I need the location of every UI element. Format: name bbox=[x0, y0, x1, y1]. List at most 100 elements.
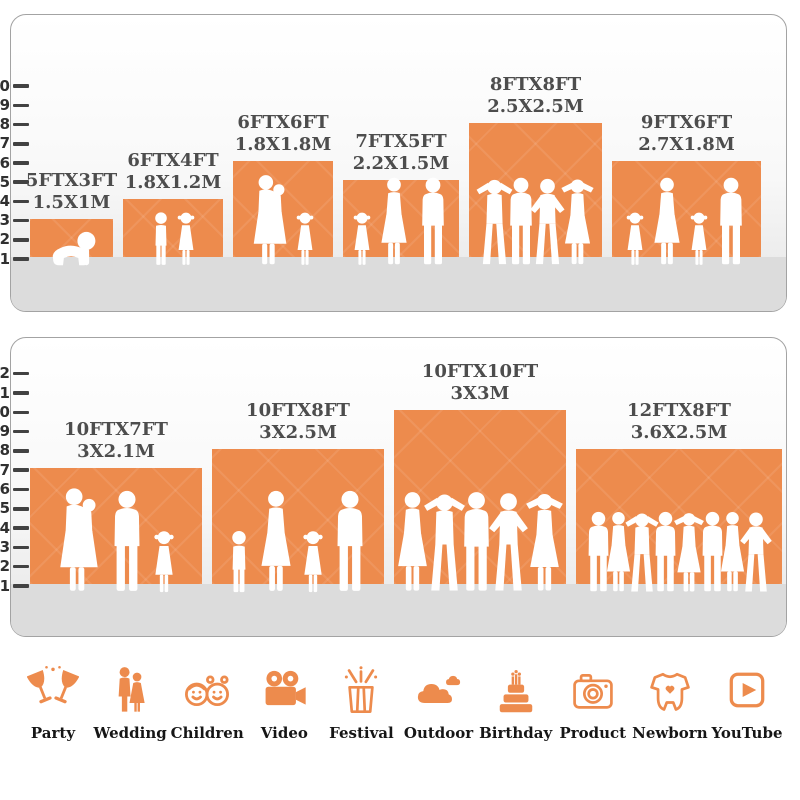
size-label-feet: 10FTX10FT bbox=[421, 361, 539, 383]
ruler-number: 2 bbox=[0, 230, 10, 249]
category-label: Product bbox=[559, 724, 627, 742]
woman-arms-up-silhouette-icon bbox=[525, 494, 563, 591]
panel-floor bbox=[11, 584, 786, 636]
figures-row bbox=[212, 490, 384, 594]
figures-row bbox=[30, 487, 202, 594]
ruler-number: 9 bbox=[0, 95, 10, 114]
boy-silhouette-icon bbox=[154, 212, 167, 265]
backdrop-bar-10ftx8ft: 10FTX8FT 3X2.5M bbox=[212, 400, 384, 593]
bar-size-label: 7FTX5FT 2.2X1.5M bbox=[353, 131, 450, 175]
backdrop-bar-6ftx6ft: 6FTX6FT 1.8X1.8M bbox=[233, 112, 333, 265]
bar-size-label: 6FTX4FT 1.8X1.2M bbox=[125, 150, 222, 194]
category-icon-box bbox=[721, 658, 773, 716]
wedding-icon bbox=[118, 667, 145, 712]
ruler-tick bbox=[13, 161, 29, 165]
ruler-number: 5 bbox=[0, 172, 10, 191]
girl-silhouette-icon bbox=[353, 212, 371, 265]
ruler-tick bbox=[13, 564, 29, 569]
size-label-meters: 1.8X1.2M bbox=[124, 172, 222, 194]
newborn-icon bbox=[650, 672, 690, 711]
bars-row: 5FTX3FT 1.5X1M 6FTX4FT 1.8X1.2M 6FTX6FT 1.8X1… bbox=[26, 74, 761, 266]
bar-size-label: 10FTX10FT 3X3M bbox=[422, 361, 538, 405]
backdrop-bar-6ftx4ft: 6FTX4FT 1.8X1.2M bbox=[123, 150, 223, 265]
category-icon-box bbox=[413, 658, 465, 716]
ruler-tick bbox=[13, 545, 29, 550]
ruler-mark-11: 11 bbox=[0, 384, 29, 402]
ruler-number: 5 bbox=[0, 499, 10, 518]
size-label-feet: 10FTX7FT bbox=[64, 419, 168, 441]
category-icon-box bbox=[104, 658, 156, 716]
category-icon-box bbox=[258, 658, 310, 716]
ruler-tick bbox=[13, 468, 29, 472]
category-newborn: Newborn bbox=[632, 658, 708, 742]
ruler-mark-5: 5 bbox=[0, 500, 29, 518]
category-video: Video bbox=[247, 658, 321, 742]
ruler-number: 8 bbox=[0, 441, 10, 460]
figures-row bbox=[576, 511, 782, 594]
woman-child-silhouette-icon bbox=[253, 175, 287, 265]
size-label-meters: 1.8X1.8M bbox=[234, 134, 332, 156]
backdrop-bar-9ftx6ft: 9FTX6FT 2.7X1.8M bbox=[612, 112, 761, 265]
category-icon-box bbox=[27, 658, 79, 716]
ruler-tick bbox=[13, 507, 29, 511]
ruler-mark-1: 1 bbox=[0, 250, 29, 268]
category-label: Birthday bbox=[479, 724, 553, 742]
ruler-mark-12: 12 bbox=[0, 365, 29, 383]
size-label-feet: 9FTX6FT bbox=[640, 112, 733, 134]
woman-silhouette-icon bbox=[654, 177, 680, 265]
ruler-tick bbox=[13, 449, 29, 453]
size-label-meters: 3.6X2.5M bbox=[630, 422, 728, 444]
category-label: Newborn bbox=[632, 724, 708, 742]
ruler-mark-10: 10 bbox=[0, 77, 29, 95]
bars-row: 10FTX7FT 3X2.1M 10FTX8FT 3X2.5M 10FTX10FT 3X3… bbox=[30, 361, 782, 593]
figures-row bbox=[612, 177, 761, 267]
backdrop-bar-5ftx3ft: 5FTX3FT 1.5X1M bbox=[26, 170, 117, 266]
category-row: Party Wedding Children Video Festival Outdoor… bbox=[16, 658, 784, 742]
ruler-number: 3 bbox=[0, 537, 10, 556]
small-backdrops-panel: 123456789105FTX3FT1.5X1M6FTX4FT1.8X1.2M6… bbox=[0, 14, 787, 312]
category-label: Festival bbox=[329, 724, 394, 742]
man-akimbo-silhouette-icon bbox=[740, 512, 772, 592]
man-silhouette-icon bbox=[337, 490, 362, 591]
girl-silhouette-icon bbox=[626, 212, 644, 265]
category-party: Party bbox=[16, 658, 90, 742]
backdrop-bar-10ftx10ft: 10FTX10FT 3X3M bbox=[394, 361, 566, 591]
bar-size-label: 6FTX6FT 1.8X1.8M bbox=[235, 112, 332, 156]
bar-size-label: 9FTX6FT 2.7X1.8M bbox=[638, 112, 735, 156]
figures-row bbox=[394, 491, 566, 594]
category-label: Wedding bbox=[93, 724, 167, 742]
ruler-number: 4 bbox=[0, 518, 10, 537]
category-wedding: Wedding bbox=[93, 658, 167, 742]
size-label-feet: 8FTX8FT bbox=[489, 74, 582, 96]
figures-row bbox=[123, 211, 223, 267]
ruler-tick bbox=[13, 199, 29, 204]
bar-size-label: 10FTX8FT 3X2.5M bbox=[246, 400, 350, 444]
ruler-tick bbox=[13, 218, 29, 223]
ruler-tick bbox=[13, 391, 29, 395]
man-silhouette-icon bbox=[114, 490, 139, 591]
ruler-mark-4: 4 bbox=[0, 192, 29, 210]
ruler-mark-9: 9 bbox=[0, 423, 29, 441]
category-icon-box bbox=[567, 658, 619, 716]
size-label-feet: 6FTX4FT bbox=[127, 150, 219, 172]
ruler-number: 7 bbox=[0, 134, 10, 153]
video-icon bbox=[265, 670, 306, 706]
ruler-tick bbox=[13, 257, 29, 261]
ruler-tick bbox=[13, 584, 29, 588]
bar-size-label: 5FTX3FT 1.5X1M bbox=[26, 170, 117, 214]
ruler-tick bbox=[13, 103, 29, 108]
children-icon bbox=[185, 675, 230, 707]
man-silhouette-icon bbox=[422, 177, 444, 265]
size-label-meters: 2.2X1.5M bbox=[352, 153, 450, 175]
ruler-tick bbox=[13, 180, 29, 184]
ruler-number: 8 bbox=[0, 115, 10, 134]
festival-icon bbox=[345, 666, 378, 714]
figures-row bbox=[30, 231, 113, 267]
backdrop-bar-10ftx7ft: 10FTX7FT 3X2.1M bbox=[30, 419, 202, 593]
bar-size-label: 8FTX8FT 2.5X2.5M bbox=[487, 74, 584, 118]
size-label-meters: 3X2.5M bbox=[259, 422, 337, 444]
bar-size-label: 10FTX7FT 3X2.1M bbox=[64, 419, 168, 463]
size-label-meters: 2.5X2.5M bbox=[487, 96, 584, 118]
backdrop-bar-7ftx5ft: 7FTX5FT 2.2X1.5M bbox=[343, 131, 459, 265]
ruler-mark-7: 7 bbox=[0, 461, 29, 479]
